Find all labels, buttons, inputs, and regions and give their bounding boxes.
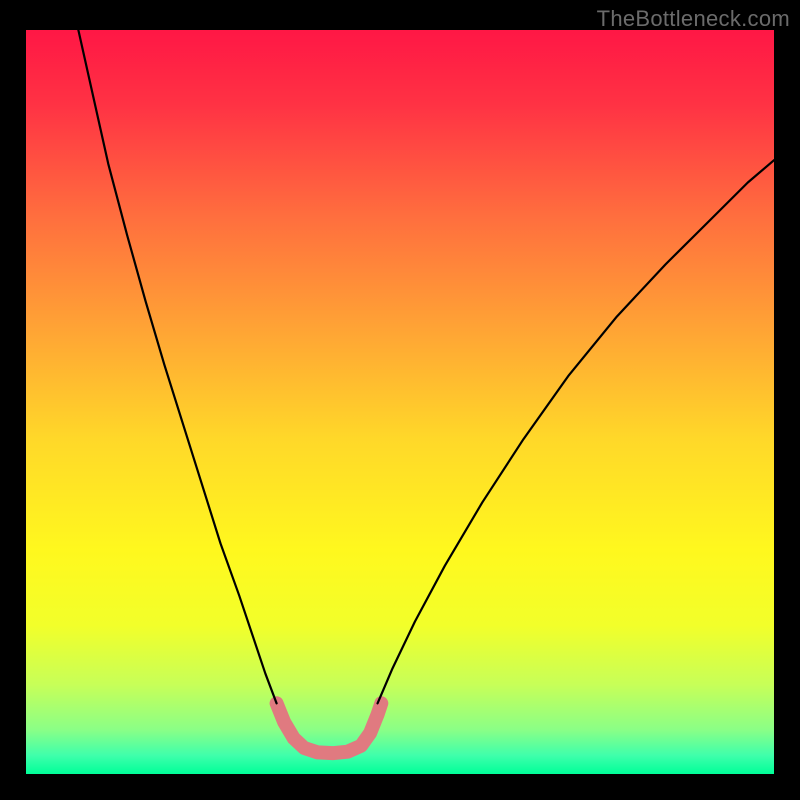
watermark-text: TheBottleneck.com [597, 6, 790, 32]
valley-worm [277, 703, 382, 753]
plot-area [26, 30, 774, 774]
plot-inner [26, 30, 774, 774]
curve-right [378, 160, 774, 703]
chart-svg [26, 30, 774, 774]
curve-left [78, 30, 276, 703]
